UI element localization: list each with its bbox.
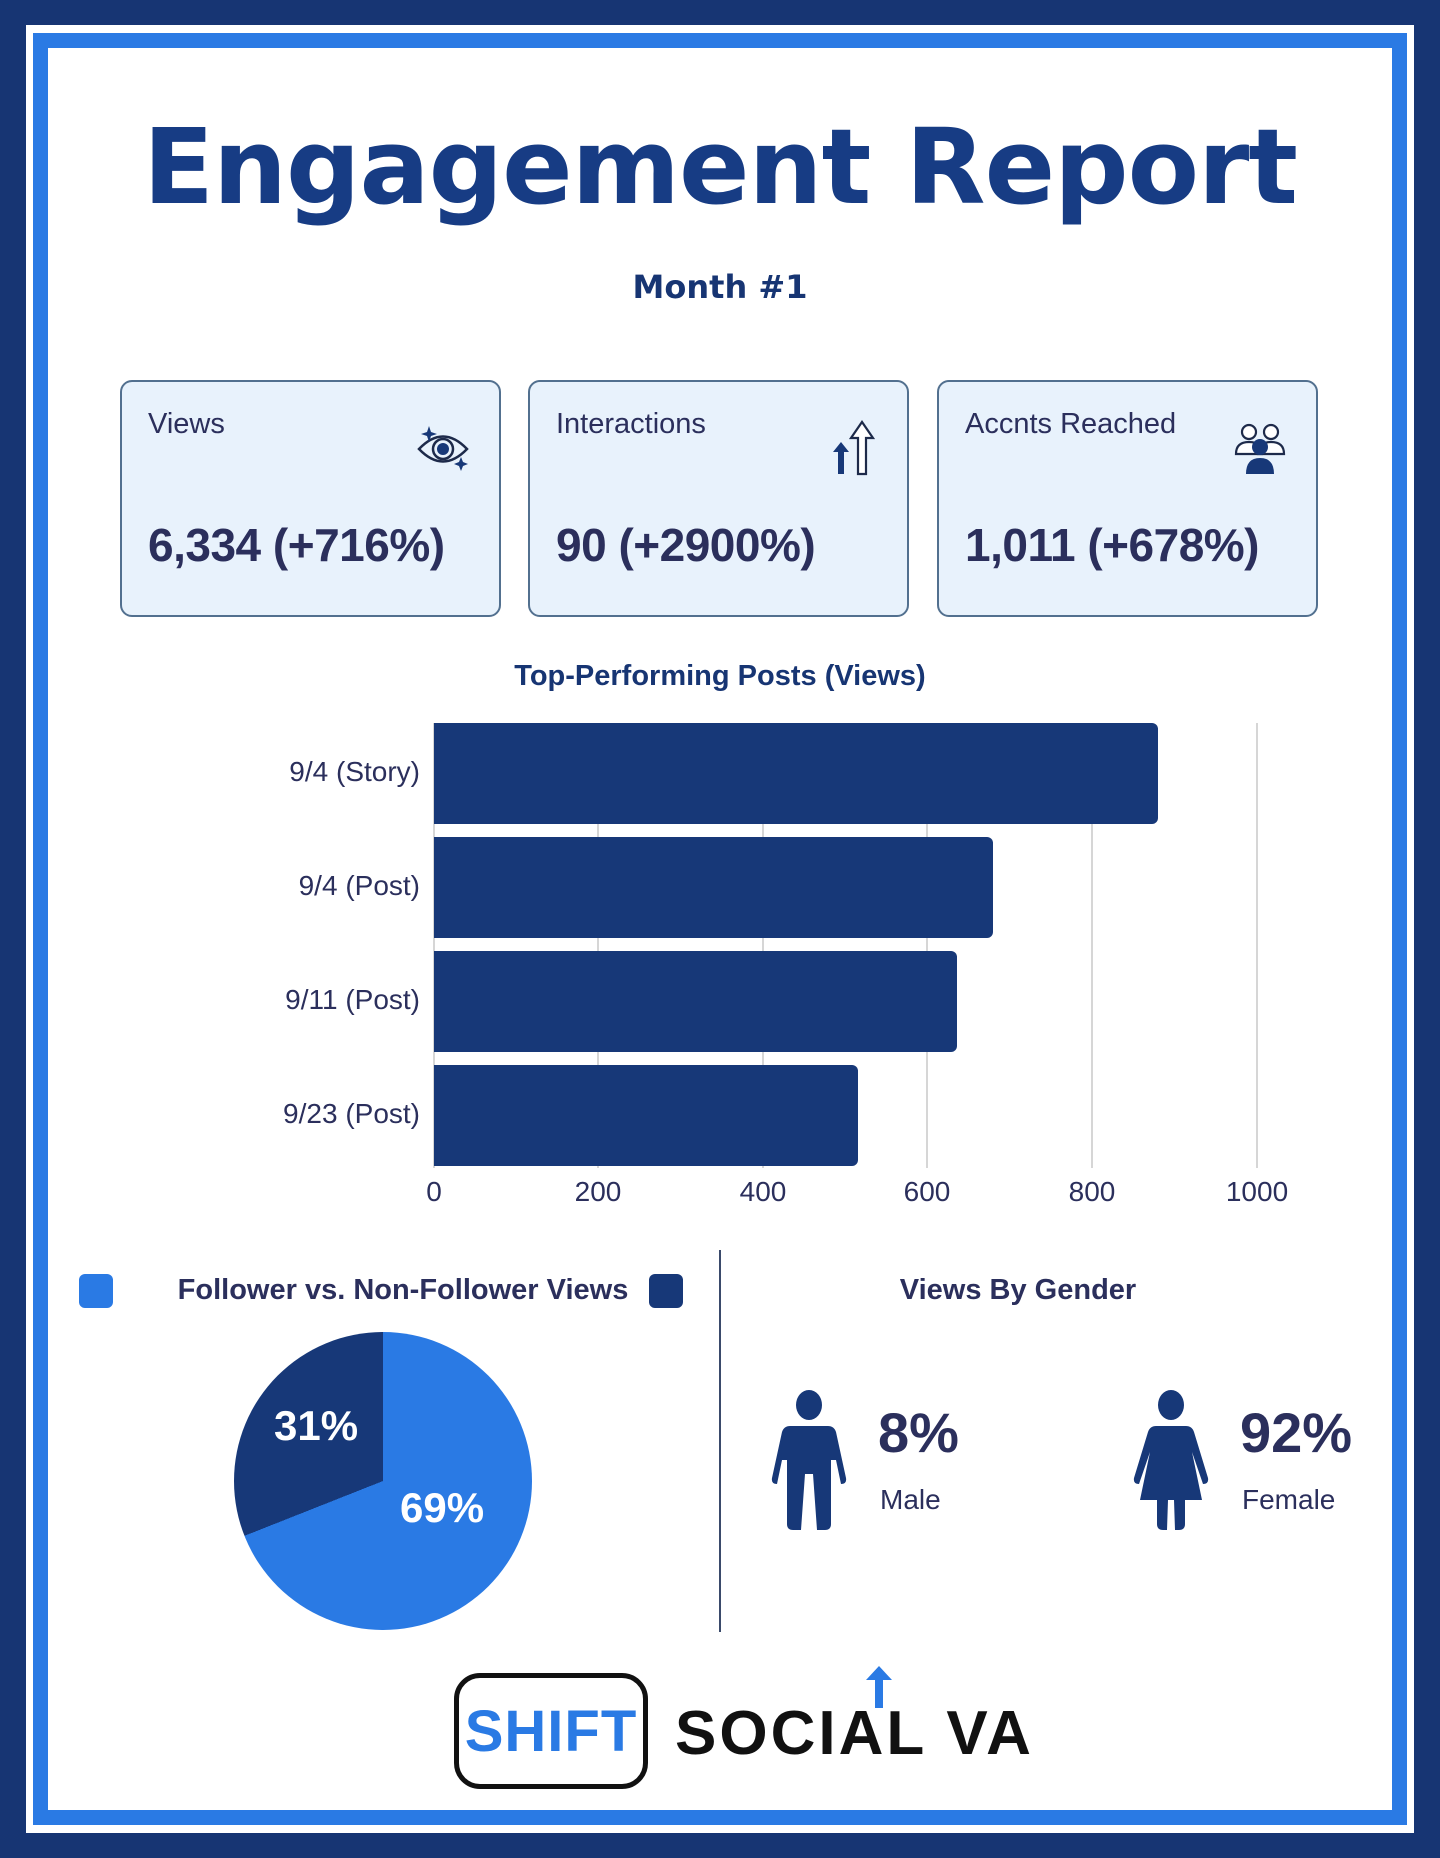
female-label: Female — [1242, 1484, 1336, 1515]
pie-label-non-follower: 31% — [274, 1402, 359, 1449]
female-icon — [1133, 1390, 1209, 1530]
gridline-600 — [926, 723, 928, 1168]
gridline-1000 — [1256, 723, 1258, 1168]
y-label: 9/4 (Story) — [289, 756, 420, 787]
x-tick: 600 — [903, 1176, 951, 1207]
card-value: 6,334 (+716%) — [148, 519, 445, 571]
gridline-400 — [762, 723, 764, 1168]
interactions-card: Interactions 90 (+2900%) — [528, 380, 909, 617]
x-tick: 200 — [574, 1176, 622, 1207]
page-subtitle: Month #1 — [632, 268, 808, 306]
legend-follower-swatch — [79, 1274, 113, 1308]
logo-arrow-icon — [866, 1666, 892, 1708]
gridline-200 — [597, 723, 599, 1168]
bar-9-4-post — [434, 837, 993, 938]
x-tick: 800 — [1068, 1176, 1116, 1207]
views-card: Views 6,334 (+716%) — [120, 380, 501, 617]
male-percent: 8% — [878, 1401, 959, 1464]
page-title: Engagement Report — [142, 106, 1298, 228]
logo-shift-text: SHIFT — [464, 1698, 638, 1764]
card-label: Views — [148, 408, 225, 440]
arrows-up-icon — [833, 420, 876, 476]
y-label: 9/11 (Post) — [285, 984, 420, 1015]
people-group-icon — [1234, 423, 1286, 474]
bar-9-23-post — [434, 1065, 858, 1166]
x-tick: 0 — [426, 1176, 442, 1207]
card-label: Accnts Reached — [965, 408, 1177, 440]
x-tick: 400 — [739, 1176, 787, 1207]
y-label: 9/23 (Post) — [283, 1098, 420, 1129]
card-value: 90 (+2900%) — [556, 519, 816, 571]
report-page: Engagement Report Month #1 Views 6,334 (… — [48, 48, 1392, 1810]
legend-non-follower-swatch — [649, 1274, 683, 1308]
gender-title: Views By Gender — [899, 1274, 1137, 1306]
section-divider — [719, 1250, 721, 1632]
y-label: 9/4 (Post) — [298, 870, 420, 901]
logo-social-text: SOCIAL VA — [675, 1699, 1034, 1768]
accounts-reached-card: Accnts Reached 1,011 (+678%) — [937, 380, 1318, 617]
male-icon — [771, 1390, 847, 1530]
x-tick: 1000 — [1225, 1176, 1289, 1207]
gridline-800 — [1091, 723, 1093, 1168]
pie-label-follower: 69% — [400, 1484, 485, 1531]
pie-chart-title: Follower vs. Non-Follower Views — [177, 1274, 629, 1306]
bar-9-4-story — [434, 723, 1158, 824]
logo-shift-box: SHIFT — [454, 1673, 648, 1789]
gridline-0 — [433, 723, 435, 1168]
bar-9-11-post — [434, 951, 957, 1052]
pie-chart — [234, 1332, 532, 1630]
card-label: Interactions — [556, 408, 706, 440]
eye-sparkle-icon — [417, 426, 469, 471]
card-value: 1,011 (+678%) — [965, 519, 1260, 571]
male-label: Male — [880, 1484, 941, 1515]
bar-chart-title: Top-Performing Posts (Views) — [514, 660, 926, 692]
female-percent: 92% — [1240, 1401, 1353, 1464]
